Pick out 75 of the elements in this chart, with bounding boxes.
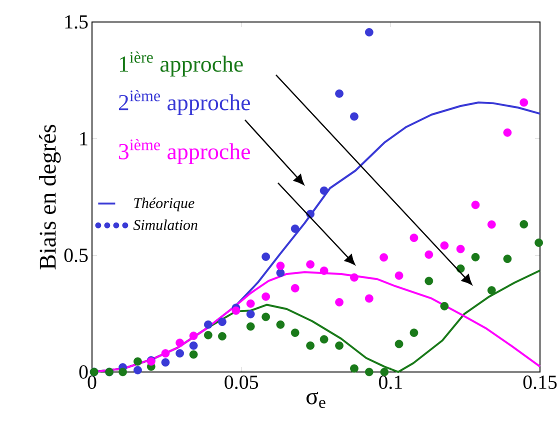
- point: [290, 328, 300, 337]
- point: [364, 28, 374, 36]
- annotation: Simulation: [133, 219, 198, 230]
- point: [520, 220, 528, 228]
- point: [335, 341, 344, 350]
- point: [394, 271, 404, 280]
- point: [424, 250, 434, 259]
- point: [364, 294, 374, 303]
- point: [276, 320, 285, 329]
- point: [276, 268, 285, 278]
- x-tick-label: 0.1: [378, 376, 402, 390]
- point: [118, 368, 127, 376]
- text: 1$^{ière}$ approche: [120, 51, 243, 76]
- point: [262, 312, 270, 322]
- point: [262, 292, 270, 301]
- point: [471, 252, 480, 262]
- x-tick-label: 0.05: [224, 376, 258, 390]
- point: [176, 338, 184, 348]
- x-tick-label: 0: [88, 376, 96, 389]
- point: [134, 366, 142, 374]
- point: [350, 273, 358, 282]
- point: [204, 330, 212, 340]
- point: [456, 244, 465, 254]
- y-tick-label: 0: [79, 365, 88, 379]
- point: [335, 89, 344, 98]
- y-axis-title: Biais en degrés: [38, 124, 61, 270]
- point: [320, 186, 328, 195]
- point: [394, 340, 404, 348]
- point: [246, 310, 255, 318]
- point: [487, 220, 496, 229]
- point: [276, 262, 285, 270]
- annotation: Théorique: [134, 198, 194, 212]
- point: [218, 318, 226, 326]
- point: [320, 266, 328, 275]
- point: [189, 350, 198, 359]
- point: [424, 276, 434, 286]
- point: [204, 320, 212, 329]
- point: [306, 341, 315, 350]
- x-axis-title: σ$_{e}$: [306, 392, 326, 408]
- point: [471, 200, 480, 210]
- point: [232, 306, 240, 315]
- point: [161, 358, 170, 367]
- point: [380, 253, 388, 262]
- point: [440, 302, 449, 310]
- point: [246, 299, 255, 308]
- point: [487, 286, 496, 295]
- point: [364, 368, 374, 376]
- point: [350, 112, 358, 121]
- y-tick-label: 1.5: [65, 15, 88, 29]
- point: [350, 364, 358, 373]
- point: [189, 332, 198, 340]
- point: [410, 234, 418, 242]
- text: 2$^{ième}$ approche: [118, 90, 250, 115]
- point: [189, 341, 198, 350]
- y-tick-label: 1: [80, 132, 88, 146]
- point: [410, 328, 418, 337]
- point: [503, 254, 512, 264]
- point: [534, 238, 544, 247]
- point: [320, 335, 328, 344]
- point: [246, 322, 255, 331]
- point: [440, 241, 449, 250]
- point: [218, 332, 226, 340]
- y-tick-label: 0.5: [64, 248, 88, 262]
- x-tick-label: 0.15: [523, 376, 557, 390]
- point: [262, 252, 270, 261]
- point: [335, 298, 344, 306]
- point: [161, 349, 170, 358]
- point: [290, 224, 300, 233]
- point: [290, 284, 300, 292]
- point: [306, 260, 315, 269]
- point: [176, 349, 184, 358]
- text: 3$^{ième}$ approche: [119, 138, 250, 164]
- point: [134, 357, 142, 366]
- point: [503, 128, 512, 137]
- point: [520, 98, 528, 107]
